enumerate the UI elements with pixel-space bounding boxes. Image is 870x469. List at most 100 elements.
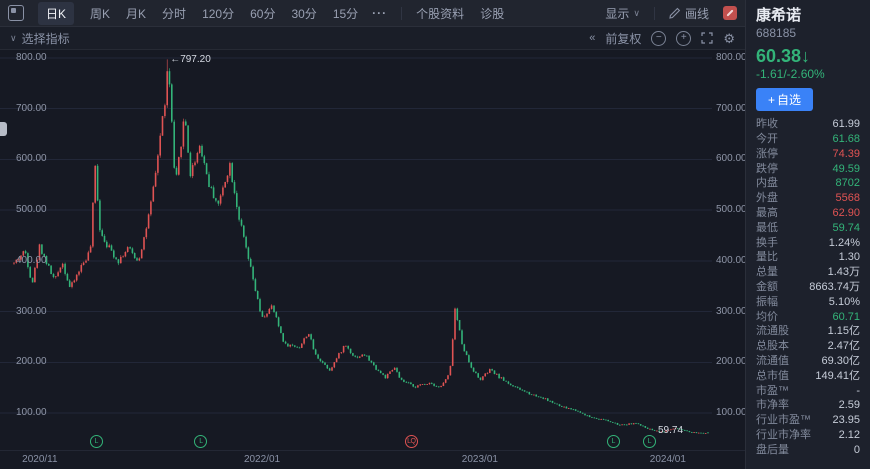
stat-label: 市盈™ bbox=[756, 384, 789, 397]
quote-panel: 康希诺 688185 60.38↓ -1.61/-2.60% + 自选 昨收 61… bbox=[745, 0, 870, 469]
tab-min-15[interactable]: 15分 bbox=[332, 6, 359, 21]
tab-week-k[interactable]: 周K bbox=[90, 6, 111, 21]
stat-label: 流通值 bbox=[756, 355, 789, 368]
stat-value: 2.12 bbox=[838, 429, 860, 442]
indicator-selector[interactable]: ∨ 选择指标 bbox=[10, 30, 70, 47]
tab-stock-info[interactable]: 个股资料 bbox=[416, 6, 465, 21]
stat-value: 5568 bbox=[835, 192, 860, 205]
stat-row: 市净率 2.59 bbox=[746, 398, 870, 413]
stat-label: 总量 bbox=[756, 266, 778, 279]
event-marker-l[interactable]: L bbox=[606, 435, 620, 448]
stat-value: 60.71 bbox=[832, 310, 860, 323]
stat-label: 昨收 bbox=[756, 118, 778, 131]
stat-value: 23.95 bbox=[832, 414, 860, 427]
adjust-mode-button[interactable]: 前复权 bbox=[605, 31, 642, 46]
stat-label: 市净率 bbox=[756, 399, 789, 412]
stat-label: 均价 bbox=[756, 310, 778, 323]
stat-row: 总量 1.43万 bbox=[746, 265, 870, 280]
stat-value: 61.68 bbox=[832, 133, 860, 146]
zoom-in-button[interactable]: + bbox=[676, 30, 692, 46]
info-tabs: 个股资料 诊股 bbox=[416, 5, 504, 22]
time-axis-label: 2020/11 bbox=[22, 454, 58, 465]
stat-row: 行业市盈™ 23.95 bbox=[746, 413, 870, 428]
stat-label: 外盘 bbox=[756, 192, 778, 205]
stat-value: 2.59 bbox=[838, 399, 860, 412]
stat-value: 1.43万 bbox=[827, 266, 860, 279]
stock-code: 688185 bbox=[756, 26, 797, 40]
stat-label: 今开 bbox=[756, 133, 778, 146]
stat-row: 跌停 49.59 bbox=[746, 161, 870, 176]
add-watchlist-button[interactable]: + 自选 bbox=[756, 88, 814, 111]
stat-label: 最低 bbox=[756, 221, 778, 234]
candlestick-plot bbox=[0, 57, 712, 434]
brush-badge-icon[interactable] bbox=[723, 6, 737, 20]
kline-chart[interactable]: 800.00 700.00 600.00 500.00 400.00 300.00 200.… bbox=[0, 50, 745, 450]
display-dropdown[interactable]: 显示 ∨ bbox=[605, 5, 640, 22]
stock-name: 康希诺 bbox=[756, 7, 802, 24]
stat-row: 外盘 5568 bbox=[746, 191, 870, 206]
stat-row: 今开 61.68 bbox=[746, 132, 870, 147]
y-axis-label: 800.00 bbox=[16, 52, 47, 63]
fullscreen-icon[interactable] bbox=[701, 32, 713, 44]
time-axis-label: 2023/01 bbox=[461, 454, 498, 465]
stat-label: 流通股 bbox=[756, 325, 789, 338]
stat-label: 振幅 bbox=[756, 295, 778, 308]
stat-label: 行业市盈™ bbox=[756, 414, 811, 427]
last-price: 60.38↓ bbox=[756, 46, 811, 66]
stat-value: - bbox=[856, 384, 860, 397]
pencil-icon bbox=[669, 7, 681, 19]
stat-row: 最低 59.74 bbox=[746, 221, 870, 236]
zoom-out-button[interactable]: − bbox=[651, 30, 667, 46]
tab-min-30[interactable]: 30分 bbox=[291, 6, 317, 21]
event-marker-l[interactable]: L bbox=[194, 435, 208, 448]
stat-value: 74.39 bbox=[832, 147, 860, 160]
y-axis-label: 400.00 bbox=[16, 254, 47, 266]
y-axis-label: 200.00 bbox=[16, 356, 47, 368]
price-change: -1.61/-2.60% bbox=[756, 67, 825, 81]
y-axis-label: 800.00 bbox=[716, 52, 745, 63]
indicator-bar: ∨ 选择指标 « 前复权 − + ⚙ bbox=[0, 27, 745, 50]
stat-row: 总股本 2.47亿 bbox=[746, 339, 870, 354]
stat-value: 0 bbox=[853, 443, 860, 456]
y-axis-label: 400.00 bbox=[716, 254, 745, 266]
stat-row: 量比 1.30 bbox=[746, 250, 870, 265]
tab-month-k[interactable]: 月K bbox=[126, 6, 147, 21]
tab-intraday[interactable]: 分时 bbox=[162, 6, 187, 21]
y-axis-label: 600.00 bbox=[716, 153, 745, 165]
stat-value: 1.30 bbox=[838, 251, 860, 264]
plus-icon: + bbox=[768, 92, 776, 107]
tab-min-60[interactable]: 60分 bbox=[250, 6, 276, 21]
stat-label: 跌停 bbox=[756, 162, 778, 175]
stat-value: 5.10% bbox=[828, 295, 860, 308]
toolbar-divider bbox=[401, 6, 403, 20]
app-logo-icon[interactable] bbox=[8, 5, 24, 21]
drawing-toolbar-handle[interactable] bbox=[0, 122, 7, 136]
display-label: 显示 bbox=[605, 6, 630, 21]
watchlist-label: 自选 bbox=[777, 93, 802, 107]
event-marker-lq[interactable]: LQ bbox=[404, 435, 418, 448]
stat-label: 总市值 bbox=[756, 369, 789, 382]
stat-value: 2.47亿 bbox=[827, 340, 860, 353]
event-marker-l[interactable]: L bbox=[89, 435, 103, 448]
time-axis-label: 2022/01 bbox=[243, 454, 281, 465]
stat-row: 涨停 74.39 bbox=[746, 147, 870, 162]
quote-header: 康希诺 688185 60.38↓ -1.61/-2.60% + 自选 bbox=[746, 0, 870, 117]
stat-row: 最高 62.90 bbox=[746, 206, 870, 221]
stat-row: 市盈™ - bbox=[746, 383, 870, 398]
tab-day-k[interactable]: 日K bbox=[38, 1, 75, 25]
tab-diagnosis[interactable]: 诊股 bbox=[480, 6, 505, 21]
tab-min-120[interactable]: 120分 bbox=[202, 6, 235, 21]
chevron-down-icon: ∨ bbox=[633, 7, 640, 18]
toolbar-divider bbox=[653, 6, 655, 20]
down-arrow-icon: ↓ bbox=[801, 46, 811, 66]
settings-gear-icon[interactable]: ⚙ bbox=[723, 30, 735, 46]
collapse-panel-icon[interactable]: « bbox=[589, 32, 596, 44]
y-axis-label: 700.00 bbox=[716, 102, 745, 114]
stat-label: 最高 bbox=[756, 207, 778, 220]
event-marker-l[interactable]: L bbox=[642, 435, 656, 448]
draw-line-button[interactable]: 画线 bbox=[669, 5, 709, 22]
more-periods-button[interactable]: ··· bbox=[372, 6, 388, 20]
stat-value: 61.99 bbox=[832, 118, 860, 131]
stat-value: 59.74 bbox=[832, 221, 860, 234]
